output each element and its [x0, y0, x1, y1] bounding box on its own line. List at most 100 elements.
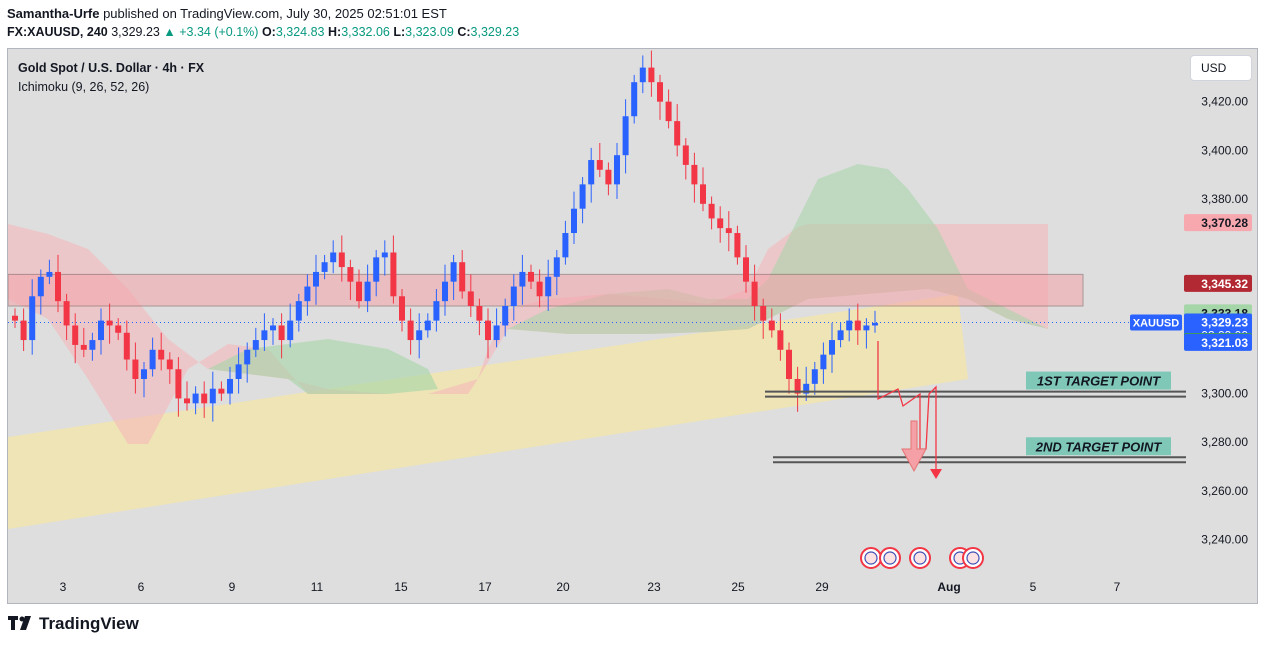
candle: [321, 254, 328, 280]
price-label-text: 3,329.23: [1201, 315, 1248, 329]
candle-body: [209, 388, 216, 404]
candle: [330, 240, 337, 274]
candle-body: [708, 203, 715, 219]
candle: [175, 357, 182, 417]
candle: [364, 264, 371, 313]
candle-body: [252, 340, 259, 350]
x-tick-label: 3: [60, 580, 67, 594]
candle: [682, 138, 689, 180]
candle: [820, 342, 827, 384]
candle: [304, 274, 311, 316]
high-value: 3,332.06: [341, 25, 390, 39]
x-tick-label: Aug: [937, 580, 960, 594]
candle: [846, 308, 853, 342]
candle: [287, 303, 294, 348]
candle: [614, 143, 620, 199]
candle-body: [502, 306, 509, 326]
candle-body: [89, 340, 96, 350]
chart-title: Gold Spot / U.S. Dollar · 4h · FX: [18, 61, 205, 75]
candle-body: [106, 320, 113, 326]
candle-body: [158, 349, 165, 360]
candle: [734, 225, 741, 265]
candle: [657, 74, 663, 120]
symbol-tag: XAUUSD: [1133, 317, 1180, 329]
candle-body: [510, 286, 517, 306]
candle-body: [175, 369, 182, 399]
x-tick-label: 17: [478, 580, 492, 594]
currency-button[interactable]: USD: [1190, 55, 1252, 81]
tradingview-logo[interactable]: TradingView: [8, 614, 139, 635]
x-tick-label: 5: [1030, 580, 1037, 594]
candle: [829, 323, 835, 373]
candle: [278, 313, 285, 359]
candle: [751, 264, 758, 321]
candle: [579, 177, 586, 224]
candle-body: [485, 320, 491, 341]
candle: [863, 318, 870, 349]
candle-body: [803, 383, 810, 394]
candle-body: [768, 320, 775, 331]
indicator-label[interactable]: Ichimoku (9, 26, 52, 26): [18, 80, 150, 94]
candle-body: [227, 378, 233, 394]
target-label-box: [1026, 437, 1171, 456]
candle-body: [141, 369, 147, 379]
candle-body: [123, 332, 130, 360]
candle: [786, 342, 792, 394]
candle: [80, 327, 87, 358]
candle-body: [682, 145, 689, 165]
candle-body: [450, 262, 457, 282]
candle-body: [872, 323, 878, 326]
candle: [115, 318, 122, 341]
candle: [373, 250, 380, 297]
author-name[interactable]: Samantha-Urfe: [7, 6, 100, 21]
candle-body: [244, 349, 251, 365]
candle-body: [717, 218, 724, 229]
candle: [700, 167, 706, 212]
candle-body: [786, 349, 792, 379]
us-flag-icon: [864, 551, 878, 565]
candle: [132, 342, 139, 394]
candle-body: [98, 320, 104, 341]
candle-body: [442, 281, 448, 302]
candle-body: [459, 262, 466, 292]
publish-info: Samantha-Urfe published on TradingView.c…: [7, 6, 447, 21]
candle-body: [545, 276, 552, 297]
candle: [725, 211, 732, 252]
candle-body: [433, 301, 440, 321]
x-tick-label: 23: [647, 580, 661, 594]
candle-body: [381, 252, 388, 258]
candle-body: [811, 369, 818, 384]
candle-body: [837, 330, 844, 341]
candle: [536, 269, 543, 308]
candle: [416, 313, 423, 359]
x-tick-label: 29: [815, 580, 829, 594]
candle-body: [270, 325, 276, 331]
candle: [648, 50, 655, 97]
chart-frame[interactable]: 1ST TARGET POINT 2ND TARGET POINT 3,420.00…: [7, 48, 1258, 604]
candle-body: [691, 164, 698, 185]
candle-body: [493, 325, 500, 341]
x-tick-label: 6: [138, 580, 145, 594]
target-label-box: [1026, 371, 1171, 390]
x-tick-label: 25: [731, 580, 745, 594]
candle: [184, 381, 190, 411]
price-chart[interactable]: 1ST TARGET POINT 2ND TARGET POINT 3,420.00…: [8, 49, 1258, 604]
candle-body: [777, 330, 784, 350]
price-label-text: 3,321.03: [1201, 336, 1248, 350]
candle: [571, 191, 577, 244]
down-arrow-icon: [901, 420, 927, 473]
candle-body: [313, 271, 319, 287]
candle-body: [476, 306, 483, 321]
candle: [708, 196, 715, 230]
candle: [252, 327, 259, 358]
candle-body: [37, 276, 44, 297]
candle: [519, 254, 526, 305]
candle-body: [29, 296, 36, 341]
candle: [596, 143, 603, 178]
candle-body: [166, 359, 173, 370]
candle-body: [829, 340, 835, 355]
candle-body: [201, 393, 208, 404]
candle-body: [467, 291, 474, 306]
candle: [811, 361, 818, 395]
candle-body: [665, 101, 672, 122]
